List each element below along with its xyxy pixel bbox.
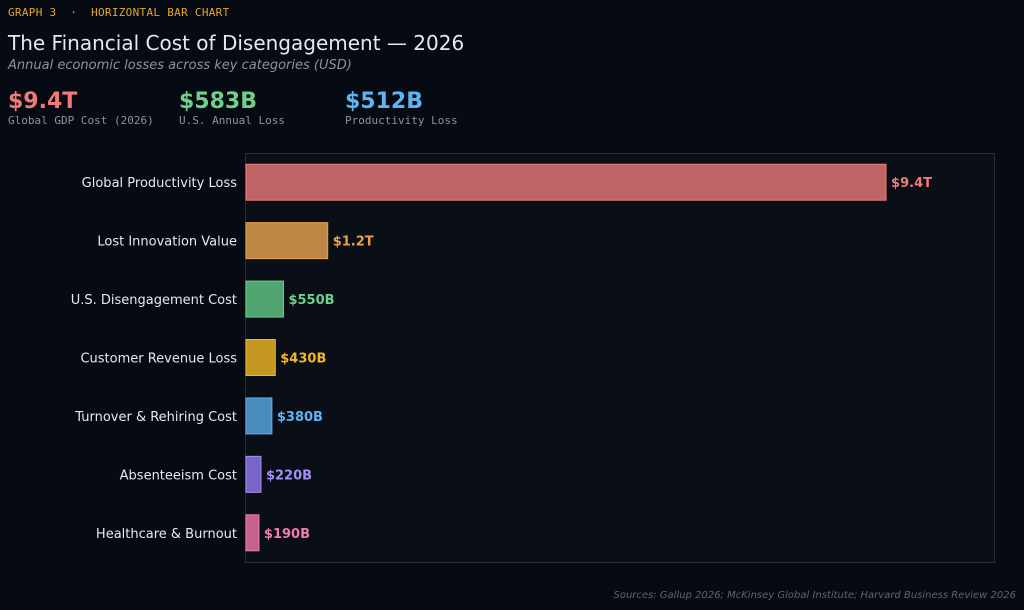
- source-note: Sources: Gallup 2026; McKinsey Global In…: [613, 590, 1016, 601]
- bar: [245, 397, 273, 435]
- category-label: Customer Revenue Loss: [80, 352, 237, 367]
- value-label: $550B: [288, 293, 334, 308]
- category-label: Healthcare & Burnout: [96, 527, 237, 542]
- chart-subtitle: Annual economic losses across key catego…: [8, 58, 352, 73]
- value-label: $1.2T: [333, 235, 374, 250]
- chart-eyebrow: GRAPH 3 · HORIZONTAL BAR CHART: [8, 6, 230, 19]
- kpi-us-annual: $583B U.S. Annual Loss: [179, 88, 285, 127]
- kpi-global-gdp: $9.4T Global GDP Cost (2026): [8, 88, 154, 127]
- bar: [245, 455, 262, 493]
- bar: [245, 163, 887, 201]
- category-label: U.S. Disengagement Cost: [71, 293, 237, 308]
- value-label: $220B: [266, 468, 312, 483]
- bar: [245, 339, 276, 376]
- plot-area: [245, 153, 995, 563]
- bar: [245, 514, 260, 552]
- kpi-label: U.S. Annual Loss: [179, 114, 285, 127]
- value-label: $190B: [264, 527, 310, 542]
- value-label: $9.4T: [891, 176, 932, 191]
- kpi-value: $9.4T: [8, 89, 78, 114]
- chart-title: The Financial Cost of Disengagement — 20…: [8, 31, 465, 55]
- value-label: $430B: [280, 352, 326, 367]
- kpi-label: Global GDP Cost (2026): [8, 114, 154, 127]
- kpi-value: $512B: [345, 89, 423, 114]
- kpi-label: Productivity Loss: [345, 114, 458, 127]
- bar: [245, 280, 284, 318]
- category-label: Absenteeism Cost: [120, 468, 237, 483]
- category-label: Lost Innovation Value: [97, 235, 237, 250]
- category-label: Turnover & Rehiring Cost: [74, 410, 237, 425]
- value-label: $380B: [277, 410, 323, 425]
- category-label: Global Productivity Loss: [82, 176, 238, 191]
- bar: [245, 222, 329, 260]
- kpi-value: $583B: [179, 89, 257, 114]
- kpi-productivity: $512B Productivity Loss: [345, 88, 458, 127]
